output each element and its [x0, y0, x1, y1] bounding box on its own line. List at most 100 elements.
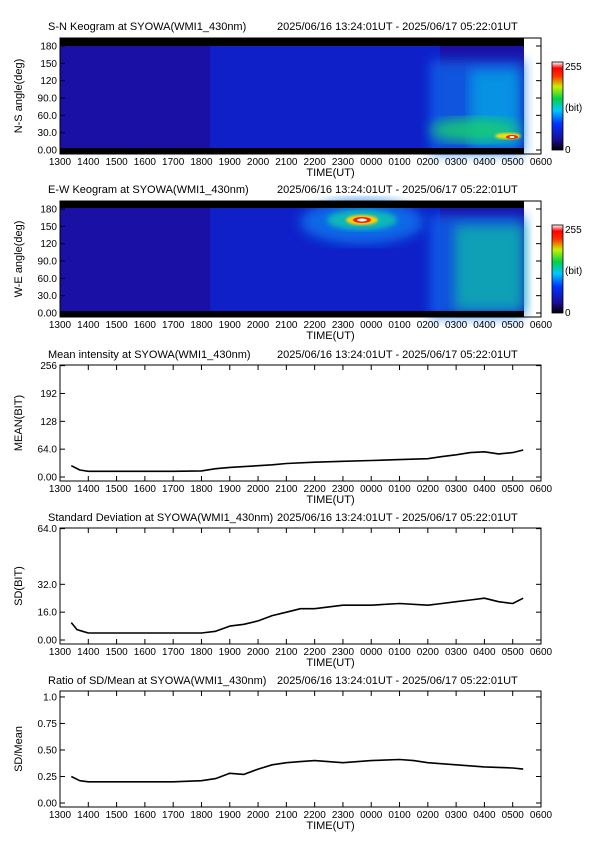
mean-x-tick-label: 2300: [332, 484, 355, 495]
ratio-y-tick-label: 0.50: [38, 745, 58, 756]
ratio-y-tick-label: 0.00: [38, 799, 58, 810]
mean-x-tick-label: 0400: [473, 484, 496, 495]
mean-intensity-time-range: 2025/06/16 13:24:01UT - 2025/06/17 05:22…: [277, 349, 518, 361]
ratio-x-tick-label: 1500: [105, 810, 128, 821]
sd-x-tick-label: 1400: [77, 647, 100, 658]
ew-colorbar-max: 255: [565, 225, 582, 236]
sd-x-tick-label: 2100: [275, 647, 298, 658]
sd-y-tick-label: 0.00: [38, 636, 58, 647]
ratio-title: Ratio of SD/Mean at SYOWA(WMI1_430nm): [48, 675, 266, 687]
sd-x-tick-label: 0200: [417, 647, 440, 658]
sn-keogram-time-range: 2025/06/16 13:24:01UT - 2025/06/17 05:22…: [277, 21, 518, 33]
sd-x-tick-label: 0300: [445, 647, 468, 658]
ew-y-tick-label: 90.0: [38, 257, 58, 268]
sn-x-tick-label: 1900: [219, 157, 242, 168]
ew-y-axis-label: W-E angle(deg): [13, 221, 25, 298]
sd-x-tick-label: 0500: [502, 647, 525, 658]
sn-keogram-image: [60, 38, 524, 154]
ratio-y-tick-label: 1.0: [43, 692, 57, 703]
mean-x-tick-label: 0600: [530, 484, 553, 495]
ratio-y-tick-label: 0.25: [38, 772, 58, 783]
ratio-y-tick-label: 0.75: [38, 719, 58, 730]
ew-x-tick-label: 2300: [332, 320, 355, 331]
ratio-x-tick-label: 0500: [502, 810, 525, 821]
ratio-x-tick-label: 1600: [134, 810, 157, 821]
sd-x-tick-label: 2000: [247, 647, 270, 658]
mean-x-tick-label: 0200: [417, 484, 440, 495]
sn-y-tick-label: 150: [40, 59, 57, 70]
ew-x-tick-label: 1700: [162, 320, 185, 331]
std-dev-title: Standard Deviation at SYOWA(WMI1_430nm): [48, 512, 273, 524]
ew-x-tick-label: 1600: [134, 320, 157, 331]
mean-x-tick-label: 2000: [247, 484, 270, 495]
sn-y-axis-label: N-S angle(deg): [13, 59, 25, 134]
sd-x-tick-label: 1800: [190, 647, 213, 658]
ew-y-tick-label: 120: [40, 239, 57, 250]
ew-keogram-image: [60, 200, 524, 317]
mean-y-tick-label: 0.00: [38, 473, 58, 484]
sd-y-axis-label: SD(BIT): [13, 566, 25, 606]
sn-x-tick-label: 2100: [275, 157, 298, 168]
sd-series-line: [70, 597, 524, 634]
sd-x-tick-label: 0600: [530, 647, 553, 658]
sd-x-tick-label: 2200: [304, 647, 327, 658]
ratio-time-range: 2025/06/16 13:24:01UT - 2025/06/17 05:22…: [277, 675, 518, 687]
mean-x-tick-label: 1900: [219, 484, 242, 495]
ew-x-tick-label: 0200: [417, 320, 440, 331]
mean-series-line: [70, 449, 524, 473]
sd-x-tick-label: 1300: [49, 647, 72, 658]
sn-keogram-title: S-N Keogram at SYOWA(WMI1_430nm): [48, 21, 246, 33]
ew-x-tick-label: 1400: [77, 320, 100, 331]
sn-colorbar-unit: (bit): [565, 103, 582, 114]
sd-y-tick-label: 32.0: [38, 580, 58, 591]
sn-x-tick-label: 1400: [77, 157, 100, 168]
sn-y-tick-label: 60.0: [38, 111, 58, 122]
sd-x-tick-label: 0100: [388, 647, 411, 658]
mean-x-tick-label: 1300: [49, 484, 72, 495]
ratio-x-axis-label: TIME(UT): [306, 820, 354, 832]
ew-keogram-panel: E-W Keogram at SYOWA(WMI1_430nm) 2025/06…: [13, 184, 582, 342]
ew-y-tick-label: 60.0: [38, 274, 58, 285]
sd-mean-ratio-panel: Ratio of SD/Mean at SYOWA(WMI1_430nm) 20…: [13, 675, 553, 832]
sd-x-axis-label: TIME(UT): [306, 657, 354, 669]
ratio-x-tick-label: 0300: [445, 810, 468, 821]
mean-x-tick-label: 2100: [275, 484, 298, 495]
std-dev-time-range: 2025/06/16 13:24:01UT - 2025/06/17 05:22…: [277, 512, 518, 524]
sd-plot-frame: [59, 527, 542, 645]
mean-x-axis-label: TIME(UT): [306, 494, 354, 506]
ew-x-tick-label: 0600: [530, 320, 553, 331]
ew-plot-frame: [59, 200, 542, 318]
ew-x-axis-label: TIME(UT): [306, 330, 354, 342]
sn-x-tick-label: 2000: [247, 157, 270, 168]
mean-y-tick-label: 192: [40, 389, 57, 400]
mean-x-tick-label: 0500: [502, 484, 525, 495]
sd-x-tick-label: 1600: [134, 647, 157, 658]
sn-y-tick-label: 0.00: [38, 146, 58, 157]
sd-x-tick-label: 0000: [360, 647, 383, 658]
sn-x-tick-label: 0000: [360, 157, 383, 168]
ratio-x-tick-label: 1400: [77, 810, 100, 821]
ratio-x-tick-label: 0200: [417, 810, 440, 821]
mean-y-tick-label: 128: [40, 417, 57, 428]
ratio-x-tick-label: 0100: [388, 810, 411, 821]
sn-x-tick-label: 1500: [105, 157, 128, 168]
ew-x-tick-label: 0000: [360, 320, 383, 331]
mean-intensity-title: Mean intensity at SYOWA(WMI1_430nm): [48, 349, 251, 361]
ew-x-tick-label: 0100: [388, 320, 411, 331]
ratio-plot-frame: [59, 690, 542, 808]
sn-x-tick-label: 1700: [162, 157, 185, 168]
sd-y-tick-label: 16.0: [38, 608, 58, 619]
ew-x-tick-label: 2000: [247, 320, 270, 331]
ratio-x-tick-label: 1700: [162, 810, 185, 821]
sn-y-tick-label: 120: [40, 76, 57, 87]
mean-plot-frame: [59, 364, 542, 482]
sd-x-tick-label: 1900: [219, 647, 242, 658]
ew-y-tick-label: 150: [40, 222, 57, 233]
sn-x-tick-label: 1300: [49, 157, 72, 168]
sn-x-tick-label: 0500: [502, 157, 525, 168]
ew-y-tick-label: 30.0: [38, 291, 58, 302]
sn-x-tick-label: 0300: [445, 157, 468, 168]
ew-keogram-title: E-W Keogram at SYOWA(WMI1_430nm): [48, 184, 249, 196]
mean-x-tick-label: 1800: [190, 484, 213, 495]
sn-x-tick-label: 0100: [388, 157, 411, 168]
